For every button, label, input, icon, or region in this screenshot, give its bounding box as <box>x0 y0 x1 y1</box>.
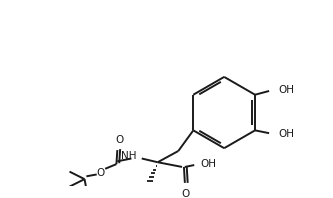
Text: O: O <box>182 188 190 198</box>
Text: NH: NH <box>121 151 136 161</box>
Text: OH: OH <box>278 85 294 95</box>
Text: O: O <box>115 135 123 145</box>
Text: O: O <box>96 168 105 178</box>
Text: OH: OH <box>278 129 294 139</box>
Text: OH: OH <box>201 159 217 169</box>
